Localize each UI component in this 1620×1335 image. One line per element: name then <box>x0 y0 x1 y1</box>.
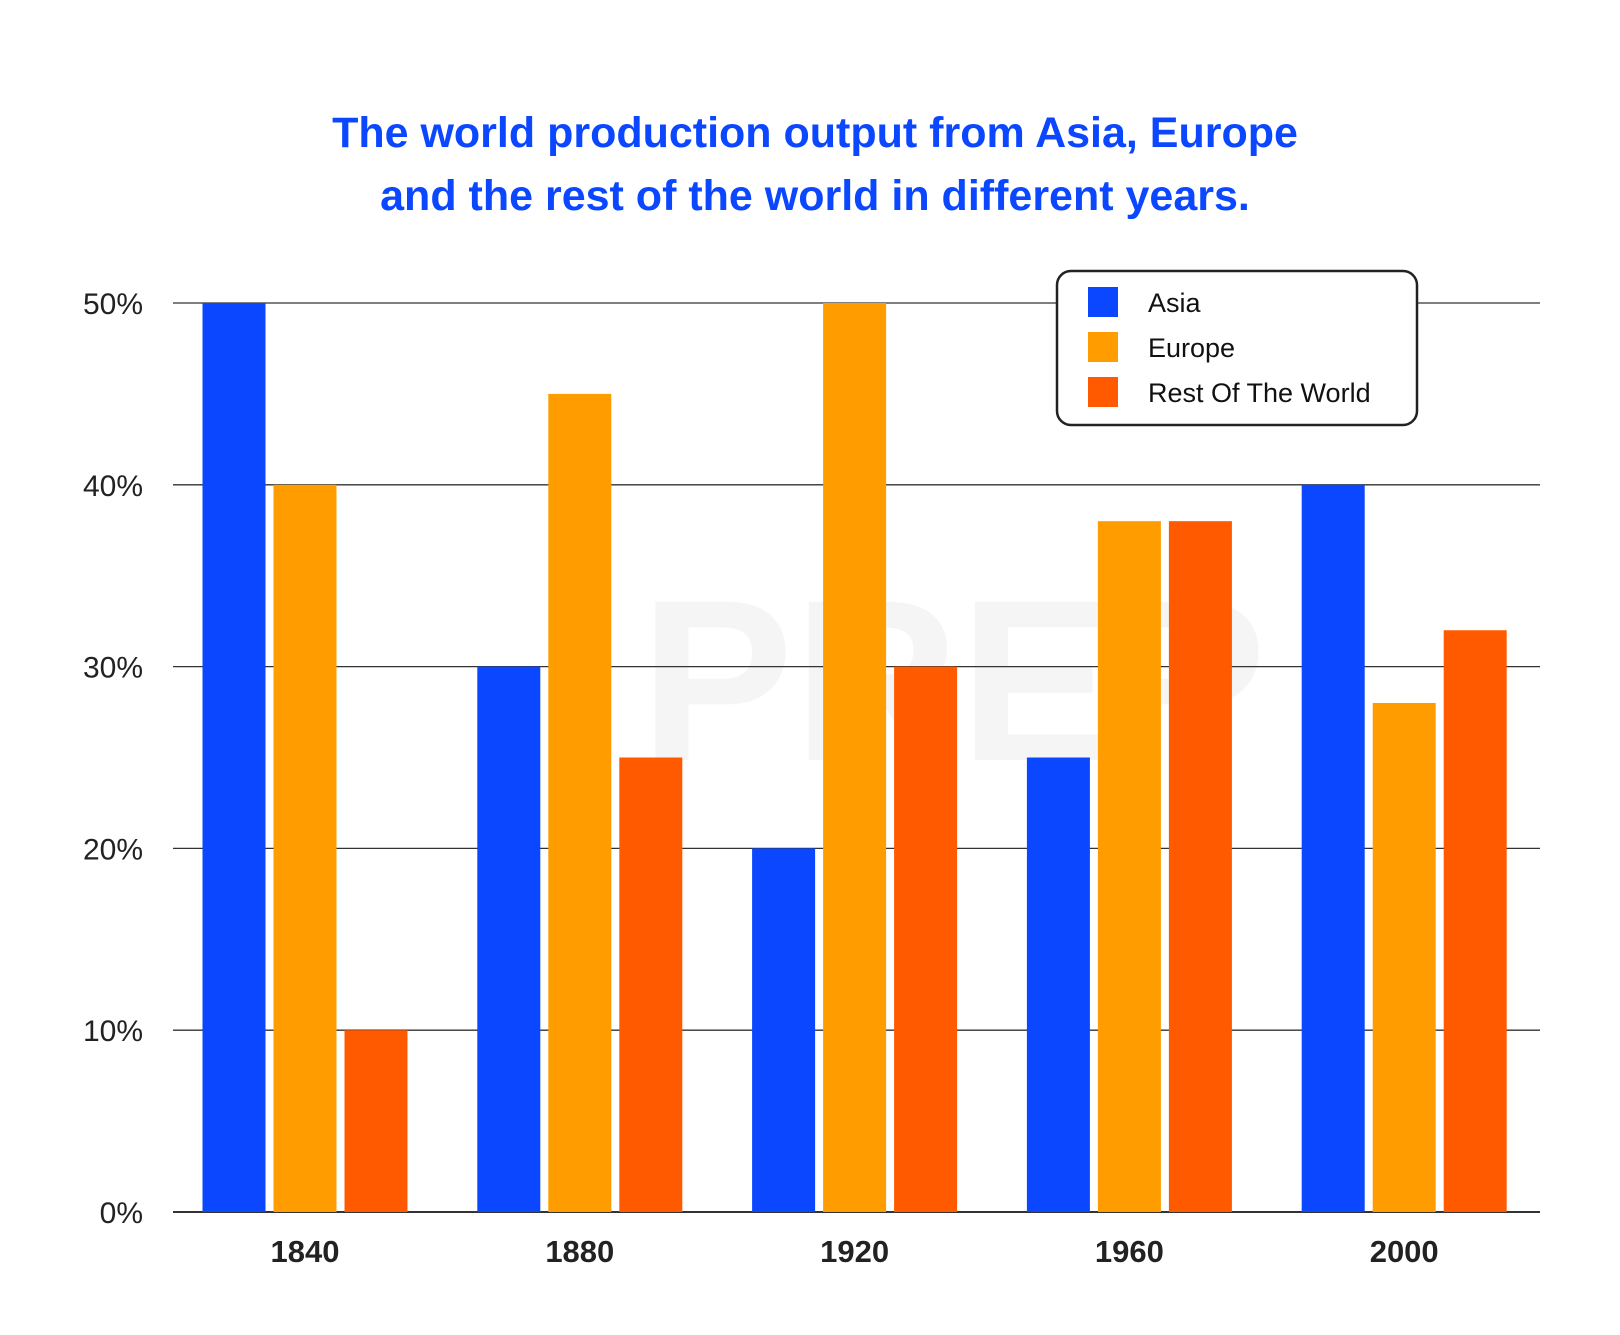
x-tick-label: 1920 <box>820 1234 889 1269</box>
bar-europe-1880 <box>548 393 612 1212</box>
bar-asia-2000 <box>1301 484 1365 1212</box>
bar-asia-1960 <box>1026 757 1090 1212</box>
bar-rest-of-the-world-2000 <box>1443 630 1507 1212</box>
x-tick-label: 2000 <box>1370 1234 1439 1269</box>
legend-label: Europe <box>1148 333 1235 363</box>
x-axis-ticks: 1840 1880 1920 1960 2000 <box>271 1234 1439 1269</box>
bar-europe-1920 <box>823 303 887 1212</box>
legend: Asia Europe Rest Of The World <box>1055 269 1419 427</box>
chart-title-line-2: and the rest of the world in different y… <box>380 172 1250 220</box>
y-tick-label: 50% <box>83 288 143 321</box>
y-tick-label: 40% <box>83 470 143 503</box>
y-tick-label: 0% <box>100 1197 143 1230</box>
y-tick-label: 10% <box>83 1015 143 1048</box>
bar-europe-1840 <box>273 484 337 1212</box>
legend-swatch-europe <box>1088 332 1118 362</box>
y-tick-label: 20% <box>83 833 143 866</box>
legend-label: Asia <box>1148 288 1202 318</box>
legend-swatch-rest-of-the-world <box>1088 377 1118 407</box>
legend-label: Rest Of The World <box>1148 378 1371 408</box>
bar-asia-1840 <box>202 303 266 1212</box>
bars <box>202 303 1507 1212</box>
bar-europe-1960 <box>1097 521 1161 1212</box>
x-tick-label: 1840 <box>271 1234 340 1269</box>
x-tick-label: 1960 <box>1095 1234 1164 1269</box>
x-tick-label: 1880 <box>545 1234 614 1269</box>
bar-europe-2000 <box>1372 702 1436 1212</box>
bar-rest-of-the-world-1840 <box>344 1030 408 1212</box>
y-axis-ticks: 0% 10% 20% 30% 40% 50% <box>83 288 143 1230</box>
bar-asia-1920 <box>752 848 816 1212</box>
y-tick-label: 30% <box>83 652 143 685</box>
legend-swatch-asia <box>1088 287 1118 317</box>
bar-rest-of-the-world-1880 <box>619 757 683 1212</box>
chart-title-line-1: The world production output from Asia, E… <box>332 109 1298 157</box>
legend-box <box>1055 269 1419 427</box>
bar-asia-1880 <box>477 666 541 1212</box>
bar-rest-of-the-world-1960 <box>1168 521 1232 1212</box>
bar-rest-of-the-world-1920 <box>894 666 958 1212</box>
